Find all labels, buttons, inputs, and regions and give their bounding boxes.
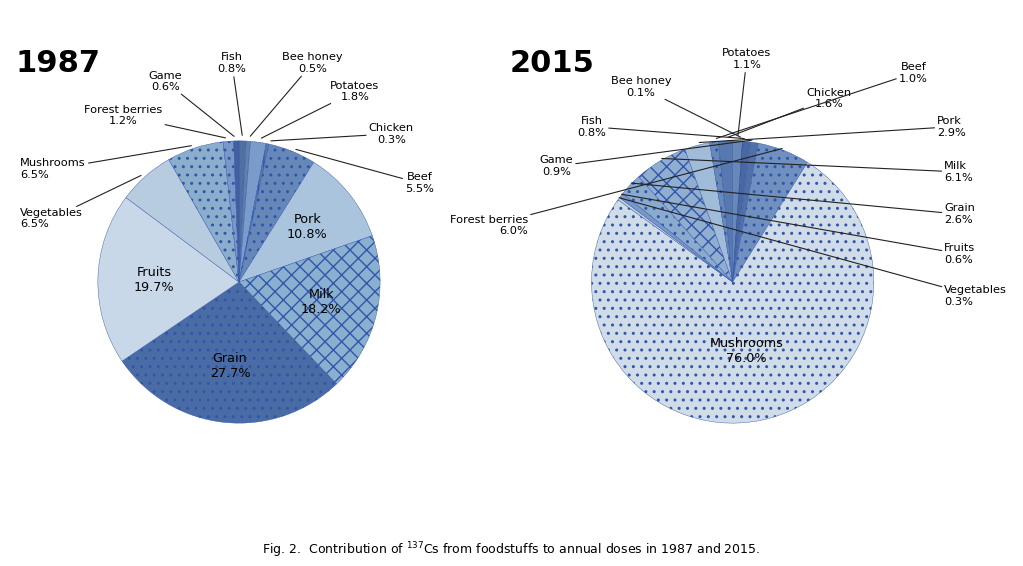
Text: Pork
10.8%: Pork 10.8% xyxy=(287,213,327,242)
Wedge shape xyxy=(233,141,239,282)
Text: Beef
5.5%: Beef 5.5% xyxy=(296,149,434,194)
Text: Fish
0.8%: Fish 0.8% xyxy=(218,53,247,135)
Wedge shape xyxy=(684,143,732,282)
Text: Bee honey
0.1%: Bee honey 0.1% xyxy=(611,76,741,137)
Wedge shape xyxy=(623,177,732,282)
Wedge shape xyxy=(169,142,239,282)
Wedge shape xyxy=(732,142,750,282)
Wedge shape xyxy=(591,162,874,423)
Text: Forest berries
6.0%: Forest berries 6.0% xyxy=(450,148,783,237)
Text: Pork
2.9%: Pork 2.9% xyxy=(699,116,966,143)
Text: Vegetables
6.5%: Vegetables 6.5% xyxy=(20,175,141,229)
Wedge shape xyxy=(239,144,314,282)
Text: Milk
18.2%: Milk 18.2% xyxy=(301,288,342,316)
Wedge shape xyxy=(122,282,337,423)
Wedge shape xyxy=(239,141,251,282)
Wedge shape xyxy=(126,160,239,282)
Text: Mushrooms
76.0%: Mushrooms 76.0% xyxy=(709,337,784,365)
Wedge shape xyxy=(732,143,807,282)
Wedge shape xyxy=(223,141,239,282)
Text: Fish
0.8%: Fish 0.8% xyxy=(577,116,745,139)
Text: Grain
2.6%: Grain 2.6% xyxy=(631,183,975,225)
Wedge shape xyxy=(732,142,758,282)
Wedge shape xyxy=(718,141,732,282)
Text: 1987: 1987 xyxy=(16,49,101,78)
Text: Fruits
19.7%: Fruits 19.7% xyxy=(134,266,175,294)
Text: Milk
6.1%: Milk 6.1% xyxy=(662,158,973,183)
Text: Fruits
0.6%: Fruits 0.6% xyxy=(622,194,976,264)
Text: Potatoes
1.8%: Potatoes 1.8% xyxy=(261,81,380,138)
Text: 2015: 2015 xyxy=(509,49,594,78)
Text: Game
0.9%: Game 0.9% xyxy=(539,140,752,177)
Wedge shape xyxy=(239,144,269,282)
Wedge shape xyxy=(638,149,732,282)
Text: Bee honey
0.5%: Bee honey 0.5% xyxy=(251,53,343,136)
Wedge shape xyxy=(710,142,732,282)
Text: Vegetables
0.3%: Vegetables 0.3% xyxy=(619,198,1008,307)
Wedge shape xyxy=(239,235,381,384)
Text: Forest berries
1.2%: Forest berries 1.2% xyxy=(84,105,225,138)
Wedge shape xyxy=(98,198,239,361)
Text: Fig. 2.  Contribution of $^{137}$Cs from foodstuffs to annual doses in 1987 and : Fig. 2. Contribution of $^{137}$Cs from … xyxy=(262,541,761,560)
Text: Grain
27.7%: Grain 27.7% xyxy=(210,352,251,380)
Text: Chicken
0.3%: Chicken 0.3% xyxy=(271,123,414,144)
Text: Beef
1.0%: Beef 1.0% xyxy=(716,62,928,139)
Wedge shape xyxy=(732,141,744,282)
Text: Chicken
1.6%: Chicken 1.6% xyxy=(728,88,851,137)
Wedge shape xyxy=(620,194,732,282)
Text: Game
0.6%: Game 0.6% xyxy=(148,71,234,136)
Wedge shape xyxy=(618,198,732,282)
Wedge shape xyxy=(239,142,266,282)
Wedge shape xyxy=(239,162,372,282)
Text: Mushrooms
6.5%: Mushrooms 6.5% xyxy=(20,145,191,180)
Wedge shape xyxy=(239,141,247,282)
Wedge shape xyxy=(732,141,743,282)
Text: Potatoes
1.1%: Potatoes 1.1% xyxy=(722,48,771,135)
